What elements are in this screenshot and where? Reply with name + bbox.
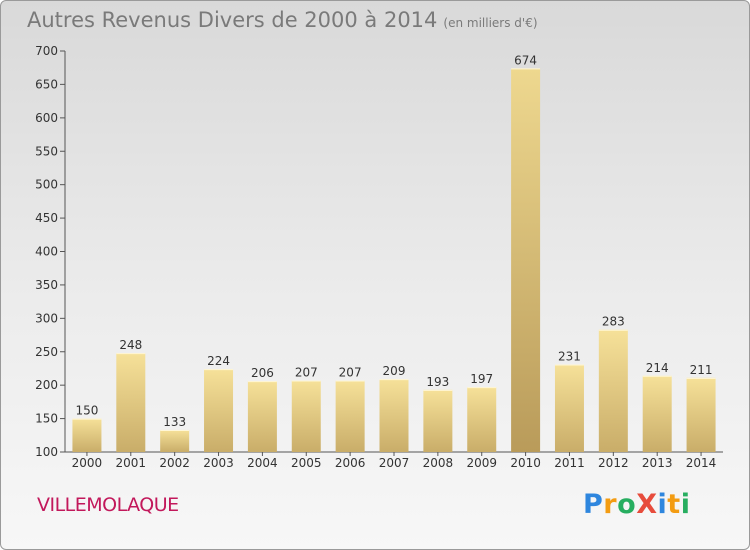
bar-value-label: 674 — [514, 53, 537, 67]
x-tick-label: 2014 — [686, 456, 717, 470]
chart-title-unit: (en milliers d'€) — [443, 16, 538, 30]
logo-letter: i — [657, 489, 668, 520]
bar-value-label: 197 — [470, 372, 493, 386]
chart-title: Autres Revenus Divers de 2000 à 2014 (en … — [27, 8, 538, 32]
bar — [247, 381, 277, 452]
bar-value-label: 224 — [207, 354, 230, 368]
bar — [511, 68, 541, 453]
logo-letter: t — [667, 489, 681, 520]
x-tick-label: 2006 — [335, 456, 366, 470]
x-tick-label: 2001 — [116, 456, 147, 470]
chart-title-main: Autres Revenus Divers de 2000 à 2014 — [27, 8, 438, 32]
bar — [686, 377, 716, 452]
bar — [116, 353, 146, 452]
x-tick-label: 2000 — [72, 456, 103, 470]
x-tick-label: 2008 — [423, 456, 454, 470]
y-tick-label: 100 — [35, 445, 58, 459]
x-tick-label: 2005 — [291, 456, 322, 470]
bar-value-label: 207 — [295, 365, 318, 379]
y-tick-label: 200 — [35, 378, 58, 392]
x-tick-label: 2010 — [510, 456, 541, 470]
y-tick-label: 700 — [35, 44, 58, 58]
bar-value-label: 211 — [690, 363, 713, 377]
bar — [335, 380, 365, 452]
x-tick-label: 2003 — [203, 456, 234, 470]
bar-value-label: 193 — [426, 375, 449, 389]
bar — [160, 429, 190, 452]
commune-name: VILLEMOLAQUE — [37, 494, 179, 516]
logo-letter: X — [636, 489, 658, 520]
x-tick-label: 2009 — [466, 456, 497, 470]
bar — [598, 329, 628, 452]
y-tick-label: 500 — [35, 178, 58, 192]
x-tick-label: 2012 — [598, 456, 629, 470]
bar — [291, 380, 321, 452]
x-tick-label: 2013 — [642, 456, 673, 470]
bar-value-label: 209 — [383, 364, 406, 378]
x-tick-label: 2002 — [159, 456, 190, 470]
bar-value-label: 231 — [558, 349, 581, 363]
y-tick-label: 600 — [35, 111, 58, 125]
y-tick-label: 300 — [35, 311, 58, 325]
bar — [642, 375, 672, 452]
bar — [423, 389, 453, 452]
bar-value-label: 206 — [251, 366, 274, 380]
logo-letter: r — [603, 489, 618, 520]
bar — [72, 418, 102, 452]
y-tick-label: 350 — [35, 278, 58, 292]
bar — [467, 387, 497, 452]
logo-letter: i — [680, 489, 691, 520]
y-tick-label: 650 — [35, 77, 58, 91]
proxiti-logo: ProXiti — [583, 489, 690, 520]
logo-letter: o — [617, 489, 637, 520]
bar — [204, 369, 234, 452]
bar-value-label: 207 — [339, 365, 362, 379]
logo-letter: P — [583, 489, 604, 520]
chart-bars: 150 248 133 224 206 207 207 209 193 197 674 231 283 2… — [72, 53, 716, 453]
x-tick-label: 2011 — [554, 456, 585, 470]
x-tick-label: 2004 — [247, 456, 278, 470]
bar — [379, 379, 409, 452]
x-tick-label: 2007 — [379, 456, 410, 470]
y-tick-label: 150 — [35, 412, 58, 426]
y-tick-label: 250 — [35, 345, 58, 359]
chart-axes: 100 150 200 250 300 350 400 450 500 550 600 650 700 2… — [35, 44, 723, 470]
bar-value-label: 133 — [163, 415, 186, 429]
y-tick-label: 550 — [35, 144, 58, 158]
y-tick-label: 400 — [35, 245, 58, 259]
bar-value-label: 248 — [119, 338, 142, 352]
bar-value-label: 150 — [75, 404, 98, 418]
y-tick-label: 450 — [35, 211, 58, 225]
bar-value-label: 283 — [602, 315, 625, 329]
bar-value-label: 214 — [646, 361, 669, 375]
bar — [554, 364, 584, 452]
